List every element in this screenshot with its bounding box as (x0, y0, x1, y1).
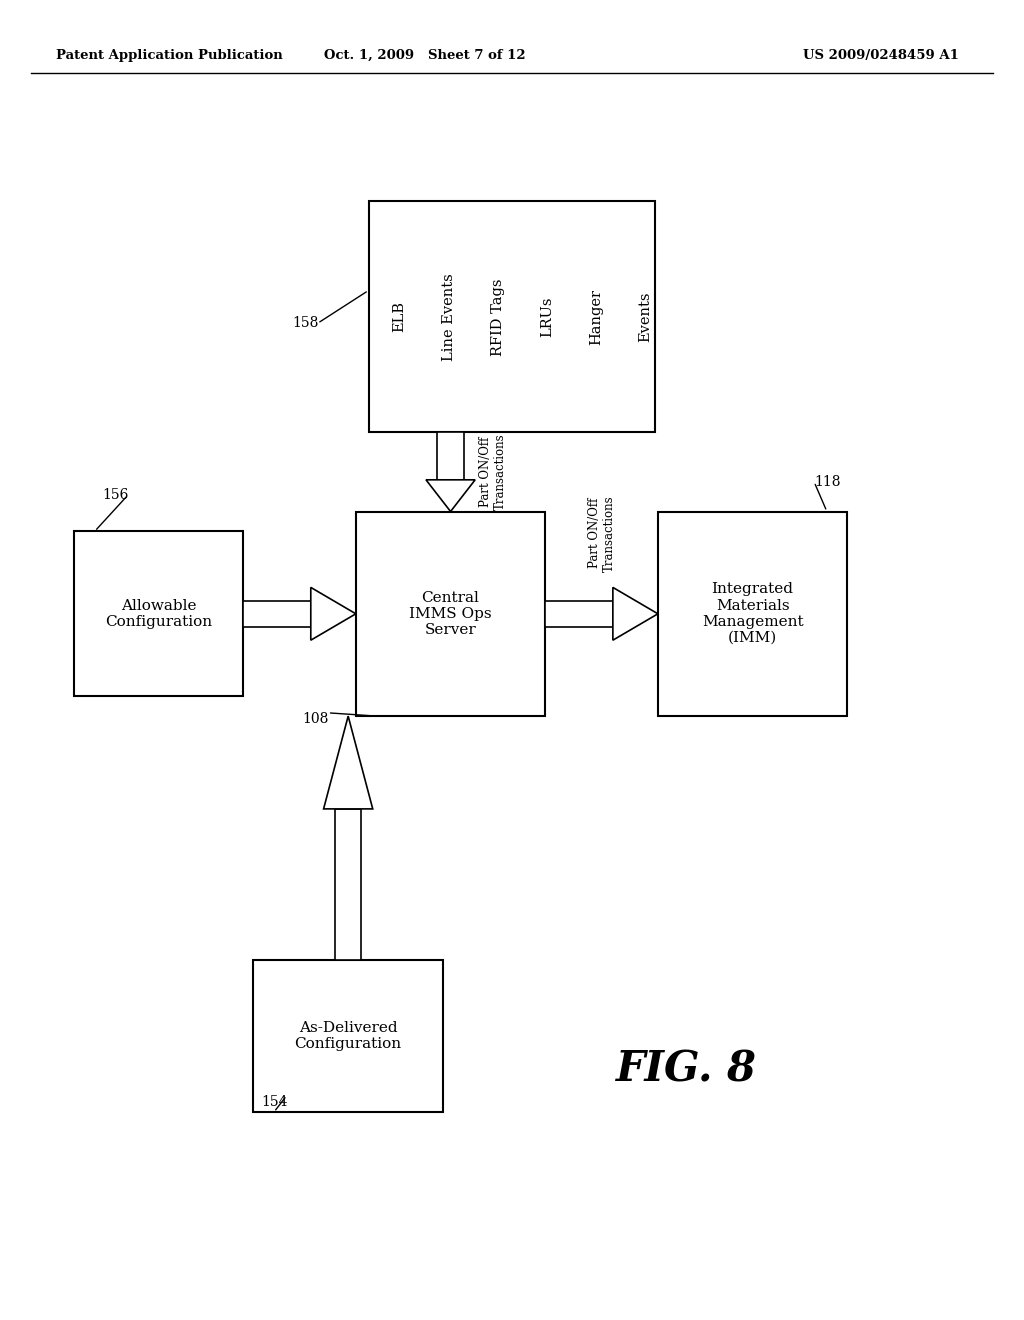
Text: Patent Application Publication: Patent Application Publication (56, 49, 283, 62)
Text: As-Delivered
Configuration: As-Delivered Configuration (295, 1022, 401, 1051)
Polygon shape (311, 587, 356, 640)
Bar (244, 601, 311, 627)
Text: Line Events: Line Events (441, 273, 456, 360)
Text: RFID Tags: RFID Tags (490, 279, 505, 355)
Bar (545, 601, 612, 627)
Text: LRUs: LRUs (540, 297, 554, 337)
Text: FIG. 8: FIG. 8 (615, 1048, 757, 1090)
Bar (657, 511, 847, 715)
Text: Events: Events (638, 292, 652, 342)
Text: 118: 118 (814, 475, 841, 488)
Text: Allowable
Configuration: Allowable Configuration (105, 599, 212, 628)
Text: Central
IMMS Ops
Server: Central IMMS Ops Server (410, 590, 492, 638)
Text: Integrated
Materials
Management
(IMM): Integrated Materials Management (IMM) (701, 582, 804, 645)
Bar (369, 202, 655, 433)
Bar (356, 511, 545, 715)
Text: Part ON/Off
Transactions: Part ON/Off Transactions (588, 495, 615, 572)
Text: Part ON/Off
Transactions: Part ON/Off Transactions (479, 433, 507, 511)
Text: 158: 158 (292, 317, 318, 330)
Polygon shape (324, 715, 373, 809)
Bar (254, 961, 442, 1111)
Text: US 2009/0248459 A1: US 2009/0248459 A1 (803, 49, 958, 62)
Bar (335, 809, 361, 961)
Text: ELB: ELB (392, 301, 407, 333)
Text: 154: 154 (261, 1096, 288, 1109)
Bar (437, 433, 464, 479)
Polygon shape (612, 587, 657, 640)
Polygon shape (426, 479, 475, 511)
Bar (74, 531, 244, 697)
Text: 156: 156 (102, 488, 129, 502)
Text: 108: 108 (302, 713, 329, 726)
Text: Oct. 1, 2009   Sheet 7 of 12: Oct. 1, 2009 Sheet 7 of 12 (325, 49, 525, 62)
Text: Hanger: Hanger (589, 289, 603, 345)
